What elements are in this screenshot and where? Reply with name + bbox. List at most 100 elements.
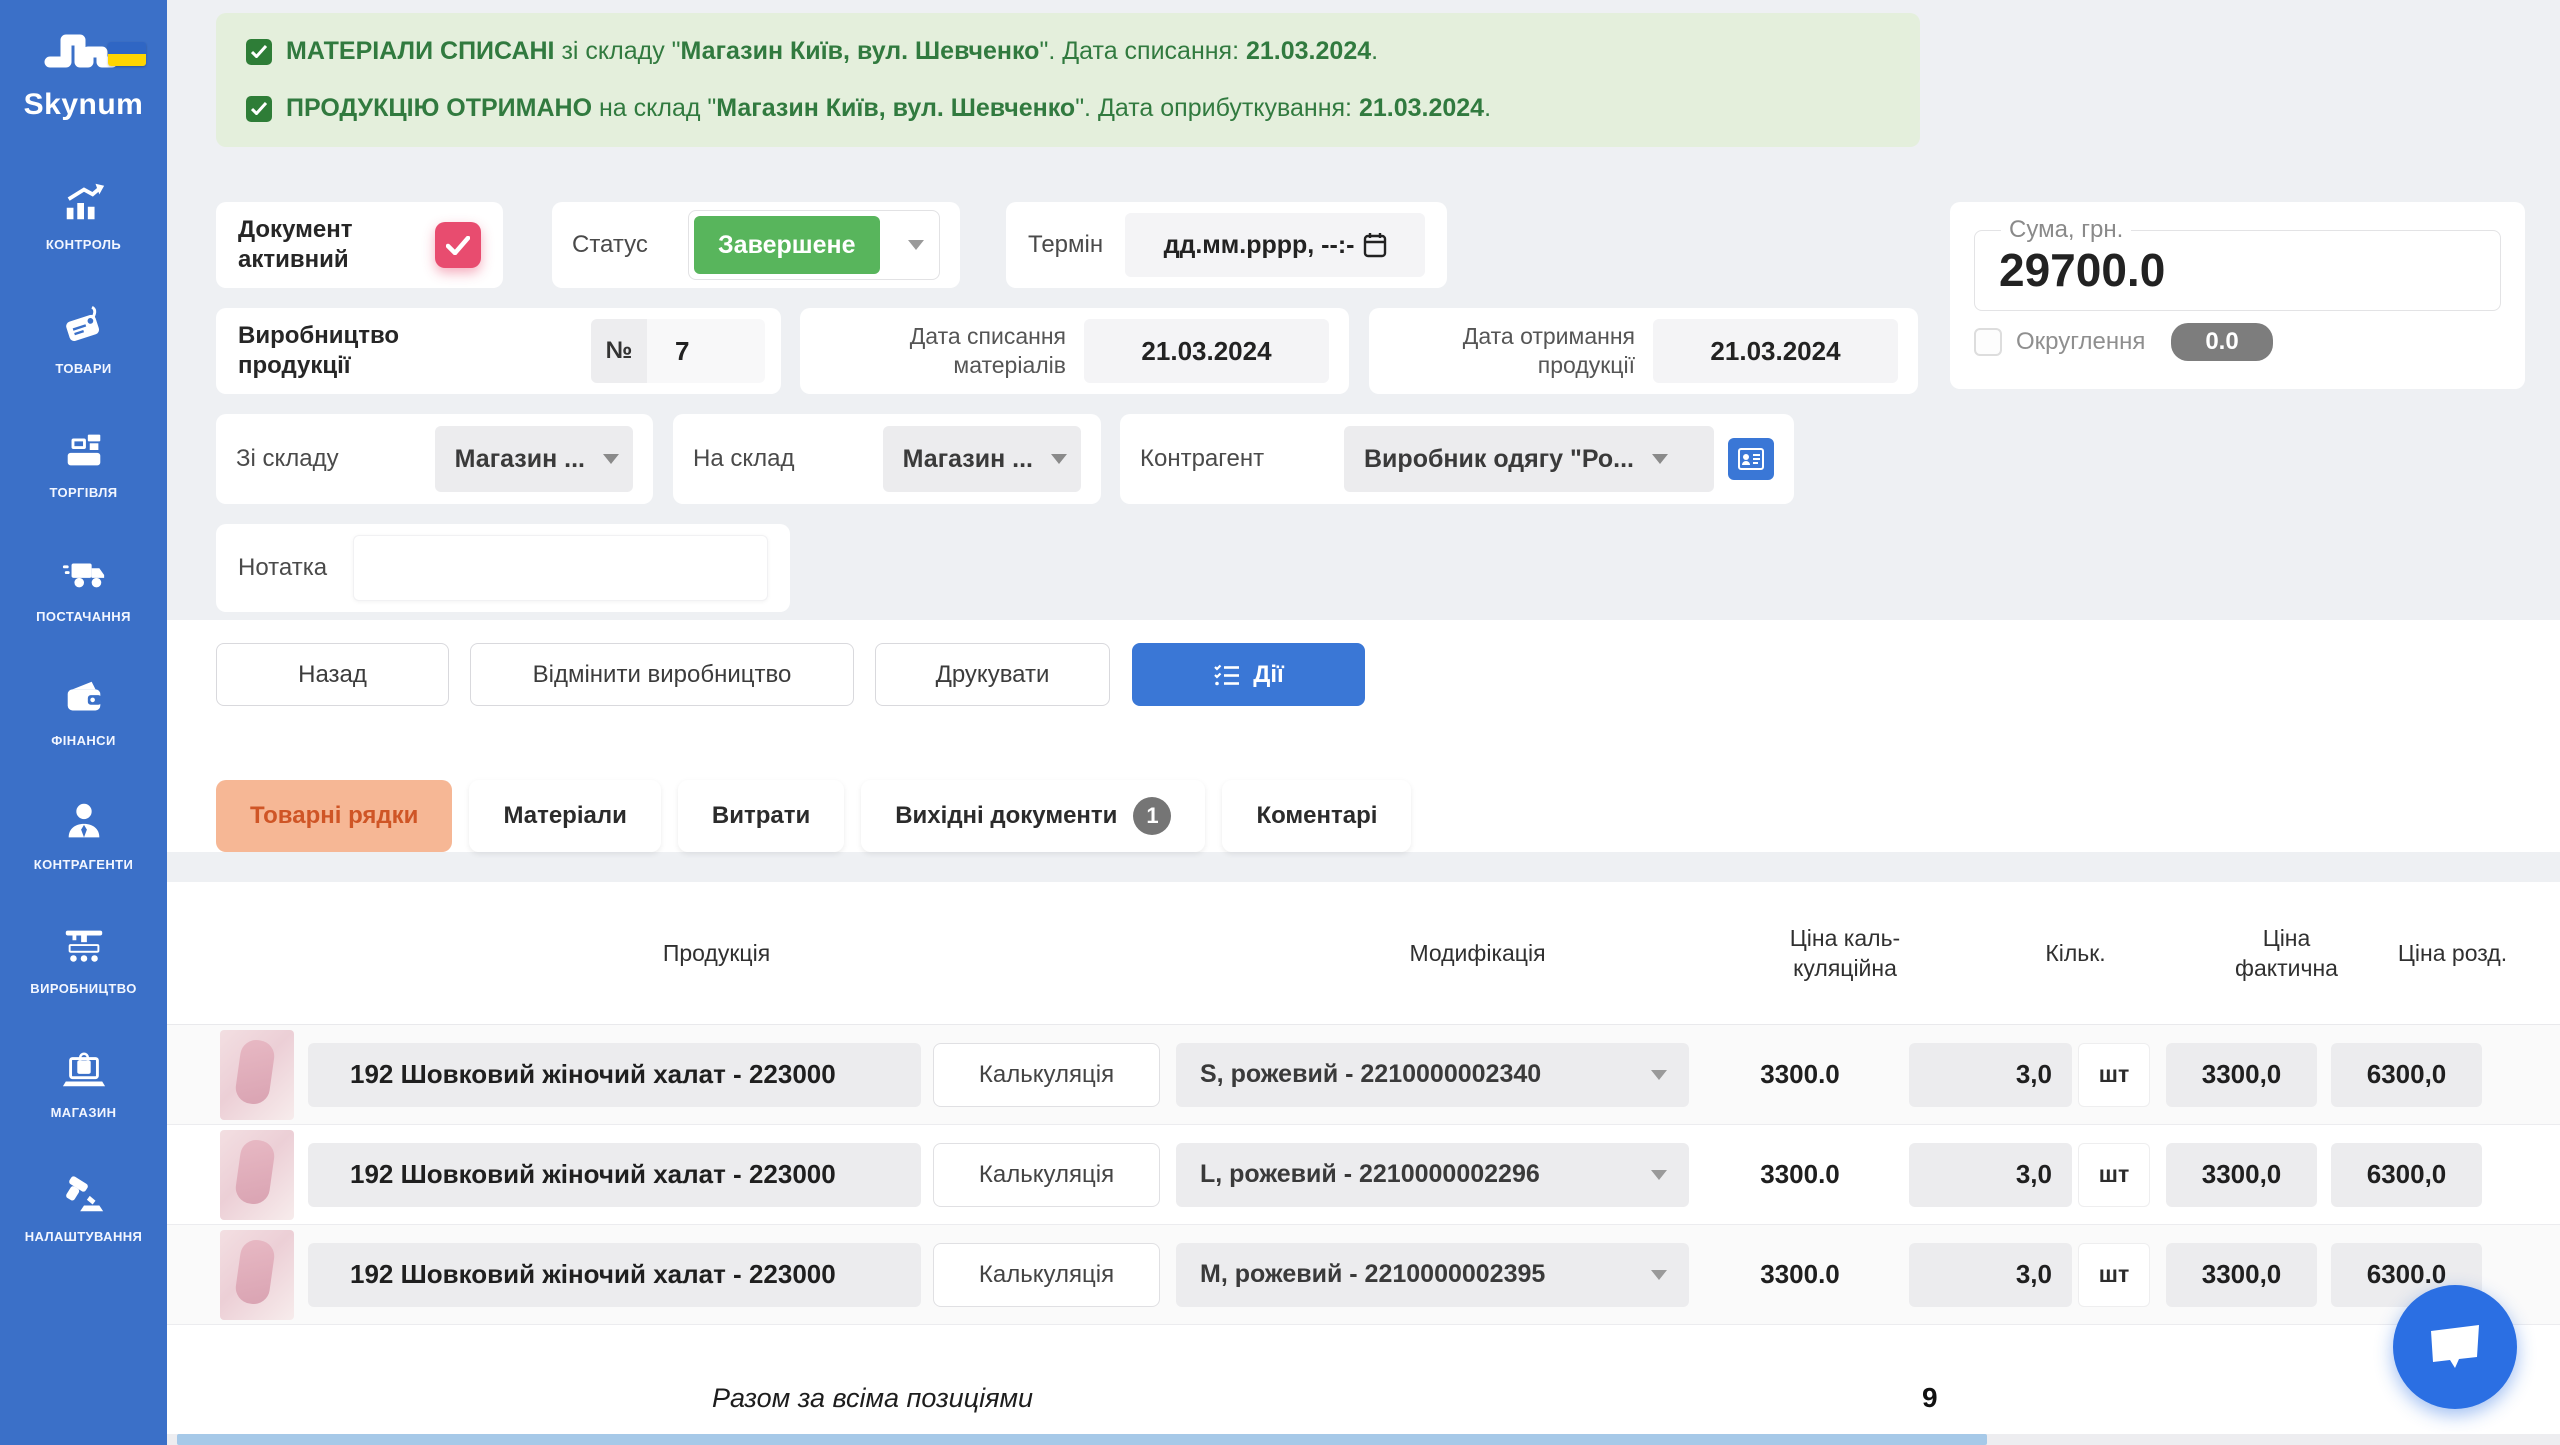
table-row: 192 Шовковий жіночий халат - 223000 Каль… bbox=[167, 1225, 2560, 1325]
status-value: Завершене bbox=[694, 216, 880, 274]
banner-line-production: ПРОДУКЦІЮ ОТРИМАНО на склад " Магазин Киї… bbox=[246, 94, 1890, 123]
sidebar-item-label: ТОРГІВЛЯ bbox=[49, 485, 118, 500]
horizontal-scrollbar-track[interactable] bbox=[167, 1434, 2560, 1445]
sum-value: 29700.0 bbox=[1999, 244, 2166, 296]
receive-date-input[interactable]: 21.03.2024 bbox=[1653, 319, 1898, 383]
unit-box[interactable]: шт bbox=[2078, 1142, 2150, 1207]
note-input[interactable] bbox=[353, 535, 768, 601]
chevron-down-icon bbox=[1051, 454, 1067, 464]
term-datetime-input[interactable]: дд.мм.рррр, --:- bbox=[1125, 213, 1425, 277]
status-label: Статус bbox=[572, 231, 648, 258]
brand-name: Skynum bbox=[23, 88, 144, 121]
sum-label: Сума, грн. bbox=[2009, 216, 2124, 243]
sum-fieldset: Сума, грн. 29700.0 bbox=[1974, 216, 2501, 311]
calculation-button[interactable]: Калькуляція bbox=[933, 1042, 1160, 1107]
from-warehouse-card: Зі складу Магазин ... bbox=[216, 414, 653, 504]
banner-bold-text: ПРОДУКЦІЮ ОТРИМАНО bbox=[286, 94, 593, 122]
actual-price-input[interactable]: 3300,0 bbox=[2166, 1242, 2317, 1307]
check-icon bbox=[246, 95, 272, 122]
sidebar-item-finance[interactable]: ФІНАНСИ bbox=[0, 674, 167, 748]
chat-bubble-icon bbox=[2431, 1325, 2479, 1368]
contractor-label: Контрагент bbox=[1140, 445, 1265, 472]
skynum-logo-icon bbox=[36, 34, 132, 92]
table-row: 192 Шовковий жіночий халат - 223000 Каль… bbox=[167, 1025, 2560, 1125]
banner-line-materials: МАТЕРІАЛИ СПИСАНІ зі складу " Магазин Киї… bbox=[246, 37, 1890, 66]
person-icon bbox=[60, 798, 108, 846]
sidebar-item-label: НАЛАШТУВАННЯ bbox=[24, 1229, 143, 1244]
print-button[interactable]: Друкувати bbox=[875, 643, 1110, 706]
chevron-down-icon bbox=[1651, 1169, 1667, 1180]
quantity-input[interactable]: 3,0 bbox=[1909, 1042, 2072, 1107]
retail-price-input[interactable]: 6300,0 bbox=[2331, 1042, 2482, 1107]
writeoff-date-input[interactable]: 21.03.2024 bbox=[1084, 319, 1329, 383]
back-button[interactable]: Назад bbox=[216, 643, 449, 706]
chat-widget-button[interactable] bbox=[2393, 1285, 2517, 1409]
delivery-truck-icon bbox=[60, 550, 108, 598]
chevron-down-icon bbox=[1651, 1069, 1667, 1080]
sidebar-item-production[interactable]: ВИРОБНИЦТВО bbox=[0, 922, 167, 996]
sidebar: Skynum КОНТРОЛЬ ТОВАРИ ТОРГІВЛЯ ПОСТАЧАН… bbox=[0, 0, 167, 1445]
production-number-card: Виробництво продукції № 7 bbox=[216, 308, 781, 394]
cancel-production-button[interactable]: Відмінити виробництво bbox=[470, 643, 854, 706]
gavel-icon bbox=[60, 1170, 108, 1218]
sidebar-item-goods[interactable]: ТОВАРИ bbox=[0, 302, 167, 376]
from-warehouse-select[interactable]: Магазин ... bbox=[434, 426, 633, 492]
tab-comments[interactable]: Коментарі bbox=[1222, 780, 1412, 852]
calculation-button[interactable]: Калькуляція bbox=[933, 1142, 1160, 1207]
chart-growth-icon bbox=[60, 178, 108, 226]
rounding-checkbox[interactable] bbox=[1974, 328, 2002, 356]
product-name-input[interactable]: 192 Шовковий жіночий халат - 223000 bbox=[308, 1042, 921, 1107]
contractor-card-button[interactable] bbox=[1728, 438, 1774, 480]
sidebar-item-settings[interactable]: НАЛАШТУВАННЯ bbox=[0, 1170, 167, 1244]
tab-materials[interactable]: Матеріали bbox=[469, 780, 661, 852]
to-warehouse-card: На склад Магазин ... bbox=[673, 414, 1101, 504]
product-name-input[interactable]: 192 Шовковий жіночий халат - 223000 bbox=[308, 1142, 921, 1207]
unit-box[interactable]: шт bbox=[2078, 1042, 2150, 1107]
to-warehouse-select[interactable]: Магазин ... bbox=[882, 426, 1081, 492]
actual-price-input[interactable]: 3300,0 bbox=[2166, 1042, 2317, 1107]
document-active-card: Документ активний bbox=[216, 202, 503, 288]
ukraine-flag-icon bbox=[107, 42, 146, 66]
rounding-value-badge: 0.0 bbox=[2171, 323, 2273, 361]
horizontal-scrollbar-thumb[interactable] bbox=[177, 1434, 1987, 1445]
production-machine-icon bbox=[60, 922, 108, 970]
sidebar-item-shop[interactable]: МАГАЗИН bbox=[0, 1046, 167, 1120]
tab-outgoing-documents[interactable]: Вихідні документи 1 bbox=[861, 780, 1206, 852]
status-select[interactable]: Завершене bbox=[688, 210, 940, 280]
task-list-icon bbox=[1214, 664, 1240, 685]
tab-product-rows[interactable]: Товарні рядки bbox=[216, 780, 453, 852]
unit-box[interactable]: шт bbox=[2078, 1242, 2150, 1307]
contractor-card: Контрагент Виробник одягу "Ро... bbox=[1120, 414, 1794, 504]
document-active-checkbox[interactable] bbox=[435, 222, 481, 268]
from-warehouse-label: Зі складу bbox=[236, 445, 339, 472]
contractor-select[interactable]: Виробник одягу "Ро... bbox=[1344, 426, 1714, 492]
tab-expenses[interactable]: Витрати bbox=[677, 780, 845, 852]
product-photo bbox=[220, 1229, 294, 1320]
total-label: Разом за всіма позиціями bbox=[712, 1382, 1034, 1413]
modification-select[interactable]: M, рожевий - 2210000002395 bbox=[1176, 1242, 1689, 1307]
note-card: Нотатка bbox=[216, 524, 790, 612]
retail-price-input[interactable]: 6300,0 bbox=[2331, 1142, 2482, 1207]
actual-price-input[interactable]: 3300,0 bbox=[2166, 1142, 2317, 1207]
banner-bold-text: МАТЕРІАЛИ СПИСАНІ bbox=[286, 37, 555, 65]
sidebar-item-contractors[interactable]: КОНТРАГЕНТИ bbox=[0, 798, 167, 872]
modification-select[interactable]: S, рожевий - 2210000002340 bbox=[1176, 1042, 1689, 1107]
modification-select[interactable]: L, рожевий - 2210000002296 bbox=[1176, 1142, 1689, 1207]
product-name-input[interactable]: 192 Шовковий жіночий халат - 223000 bbox=[308, 1242, 921, 1307]
document-number-input[interactable]: 7 bbox=[647, 319, 765, 383]
total-quantity: 9 bbox=[1922, 1382, 1938, 1413]
sidebar-item-supply[interactable]: ПОСТАЧАННЯ bbox=[0, 550, 167, 624]
sidebar-item-label: ТОВАРИ bbox=[55, 361, 112, 376]
calculation-button[interactable]: Калькуляція bbox=[933, 1242, 1160, 1307]
document-form: Сума, грн. 29700.0 Округлення 0.0 Докуме… bbox=[167, 147, 2560, 612]
sidebar-item-trade[interactable]: ТОРГІВЛЯ bbox=[0, 426, 167, 500]
writeoff-date-label: Дата списання матеріалів bbox=[909, 323, 1066, 378]
actions-menu-button[interactable]: Дії bbox=[1132, 643, 1365, 706]
document-active-label: Документ активний bbox=[238, 216, 353, 273]
quantity-input[interactable]: 3,0 bbox=[1909, 1242, 2072, 1307]
header-modification: Модифікація bbox=[1409, 940, 1546, 966]
rounding-label: Округлення bbox=[2016, 328, 2146, 355]
quantity-input[interactable]: 3,0 bbox=[1909, 1142, 2072, 1207]
sidebar-item-control[interactable]: КОНТРОЛЬ bbox=[0, 178, 167, 252]
skynum-logo[interactable]: Skynum bbox=[0, 0, 167, 122]
